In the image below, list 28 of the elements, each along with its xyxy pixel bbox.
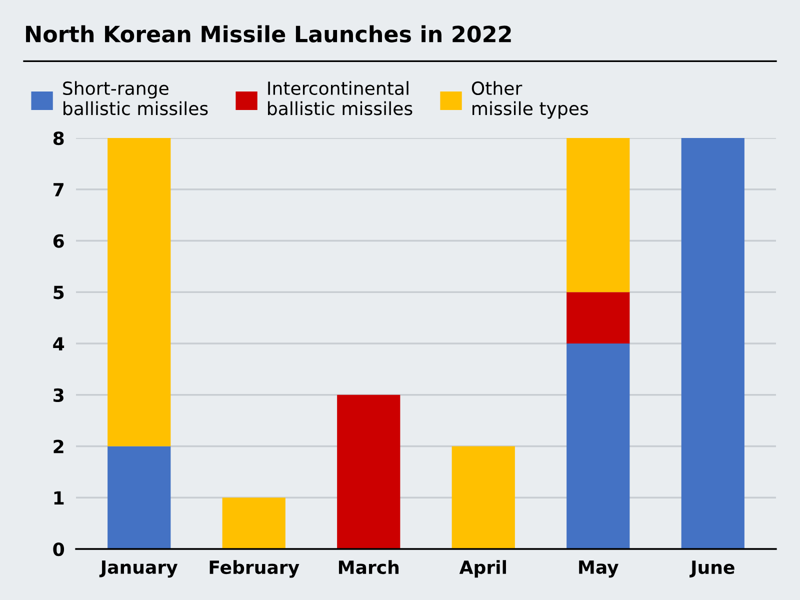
y-tick-label: 0 — [53, 542, 64, 556]
legend-label: Other missile types — [472, 81, 588, 119]
x-tick-label: January — [99, 560, 178, 578]
bar — [681, 138, 744, 549]
y-tick-label: 8 — [53, 131, 64, 146]
bar — [222, 498, 286, 549]
x-tick-label: May — [579, 560, 618, 578]
bar — [566, 292, 630, 344]
x-tick-label: April — [459, 560, 506, 578]
bar — [108, 138, 171, 446]
x-tick-label: March — [338, 560, 399, 574]
chart-title: North Korean Missile Launches in 2022 — [26, 25, 511, 42]
bar — [566, 344, 630, 549]
x-tick-label: February — [210, 560, 300, 578]
bar — [566, 138, 630, 292]
y-tick-label: 6 — [53, 234, 64, 248]
bar — [452, 446, 515, 549]
legend-label: Intercontinental ballistic missiles — [268, 81, 412, 116]
bar — [108, 446, 171, 549]
legend-label: Short-range ballistic missiles — [63, 81, 208, 116]
x-tick-label: June — [690, 560, 734, 578]
y-tick-label: 1 — [54, 491, 64, 504]
y-tick-label: 5 — [54, 286, 64, 300]
y-tick-label: 2 — [54, 440, 64, 454]
y-tick-label: 3 — [54, 388, 64, 402]
y-tick-label: 4 — [53, 337, 64, 350]
y-tick-label: 7 — [54, 183, 64, 196]
bar — [337, 394, 400, 549]
